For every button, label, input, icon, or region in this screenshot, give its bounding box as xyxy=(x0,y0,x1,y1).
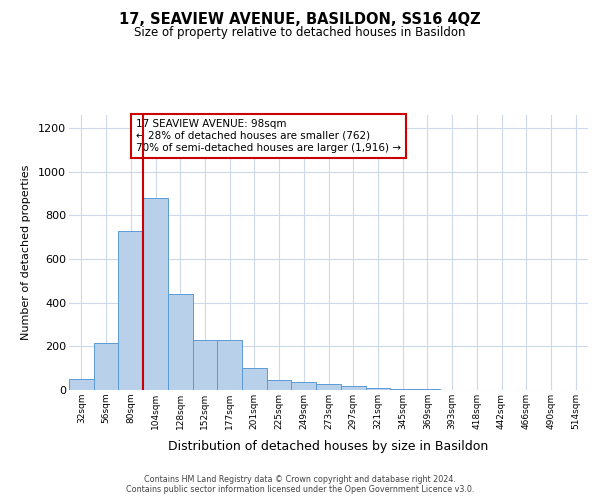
X-axis label: Distribution of detached houses by size in Basildon: Distribution of detached houses by size … xyxy=(169,440,488,454)
Y-axis label: Number of detached properties: Number of detached properties xyxy=(21,165,31,340)
Text: Contains HM Land Registry data © Crown copyright and database right 2024.
Contai: Contains HM Land Registry data © Crown c… xyxy=(126,474,474,494)
Text: Size of property relative to detached houses in Basildon: Size of property relative to detached ho… xyxy=(134,26,466,39)
Bar xyxy=(242,368,267,390)
Bar xyxy=(390,389,415,390)
Text: 17 SEAVIEW AVENUE: 98sqm
← 28% of detached houses are smaller (762)
70% of semi-: 17 SEAVIEW AVENUE: 98sqm ← 28% of detach… xyxy=(136,120,401,152)
Bar xyxy=(168,294,193,390)
Bar xyxy=(316,384,341,390)
Bar xyxy=(193,340,217,390)
Bar xyxy=(365,388,390,390)
Bar xyxy=(118,230,143,390)
Bar xyxy=(69,379,94,390)
Bar xyxy=(292,382,316,390)
Bar xyxy=(143,198,168,390)
Text: 17, SEAVIEW AVENUE, BASILDON, SS16 4QZ: 17, SEAVIEW AVENUE, BASILDON, SS16 4QZ xyxy=(119,12,481,28)
Bar xyxy=(341,386,365,390)
Bar xyxy=(267,380,292,390)
Bar xyxy=(217,340,242,390)
Bar xyxy=(94,343,118,390)
